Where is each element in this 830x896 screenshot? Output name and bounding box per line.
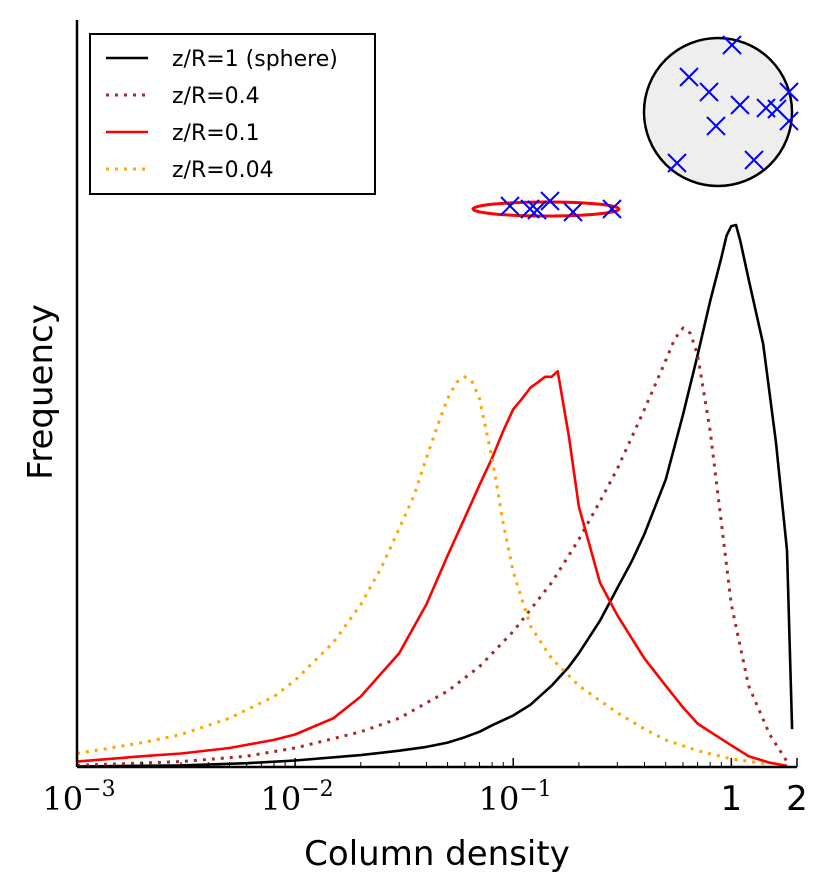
- disk-point-marker: [602, 199, 622, 219]
- legend-label: z/R=0.4: [172, 84, 260, 109]
- disk-point-marker: [563, 202, 583, 222]
- sphere-point-marker: [706, 116, 726, 136]
- x-tick-label: 1: [721, 779, 743, 819]
- sphere-point-marker: [744, 150, 764, 170]
- legend-label: z/R=1 (sphere): [172, 47, 338, 72]
- x-axis-label: Column density: [304, 834, 570, 874]
- series-line-z-r-1-sphere: [76, 223, 794, 768]
- x-tick-label: 10−1: [479, 777, 552, 818]
- legend-entry-z-r-0-1: z/R=0.1: [106, 121, 260, 146]
- series-line-z-r-0-4: [76, 326, 789, 767]
- sphere-point-marker: [722, 35, 742, 55]
- legend-entry-z-r-1-sphere: z/R=1 (sphere): [106, 47, 338, 72]
- series-line-z-r-0-1: [76, 370, 788, 768]
- disk-markers: [500, 191, 622, 222]
- series-layer: [76, 223, 794, 768]
- legend-entries: z/R=1 (sphere) z/R=0.4 z/R=0.1 z/R=0.04: [106, 47, 338, 183]
- disk-point-marker: [500, 196, 520, 216]
- legend-entry-z-r-0-4: z/R=0.4: [106, 84, 260, 109]
- sphere-point-marker: [779, 82, 799, 102]
- x-tick-label: 2: [786, 779, 808, 819]
- legend-entry-z-r-0-04: z/R=0.04: [106, 158, 274, 183]
- sphere-point-marker: [667, 153, 687, 173]
- x-tick-label: 10−3: [42, 777, 115, 818]
- series-line-z-r-0-04: [76, 375, 770, 766]
- sphere-point-marker: [699, 82, 719, 102]
- x-tick-label: 10−2: [261, 777, 334, 818]
- legend-box: [89, 33, 376, 195]
- sphere-point-marker: [779, 111, 799, 131]
- legend-label: z/R=0.04: [172, 158, 274, 183]
- sphere-point-marker: [679, 67, 699, 87]
- disk-point-marker: [527, 200, 547, 220]
- sphere-inset: [642, 35, 799, 188]
- sphere-markers: [667, 35, 799, 173]
- legend-label: z/R=0.1: [172, 121, 260, 146]
- legend: z/R=1 (sphere) z/R=0.4 z/R=0.1 z/R=0.04: [89, 33, 376, 195]
- disk-point-marker: [520, 199, 540, 219]
- sphere-illustration: [642, 36, 794, 188]
- disk-point-marker: [540, 191, 560, 211]
- sphere-point-marker: [730, 95, 750, 115]
- ticks-layer: 10−3 10−2 10−1 1 2: [42, 758, 808, 819]
- y-axis-label: Frequency: [21, 304, 61, 480]
- disk-inset: [471, 191, 622, 222]
